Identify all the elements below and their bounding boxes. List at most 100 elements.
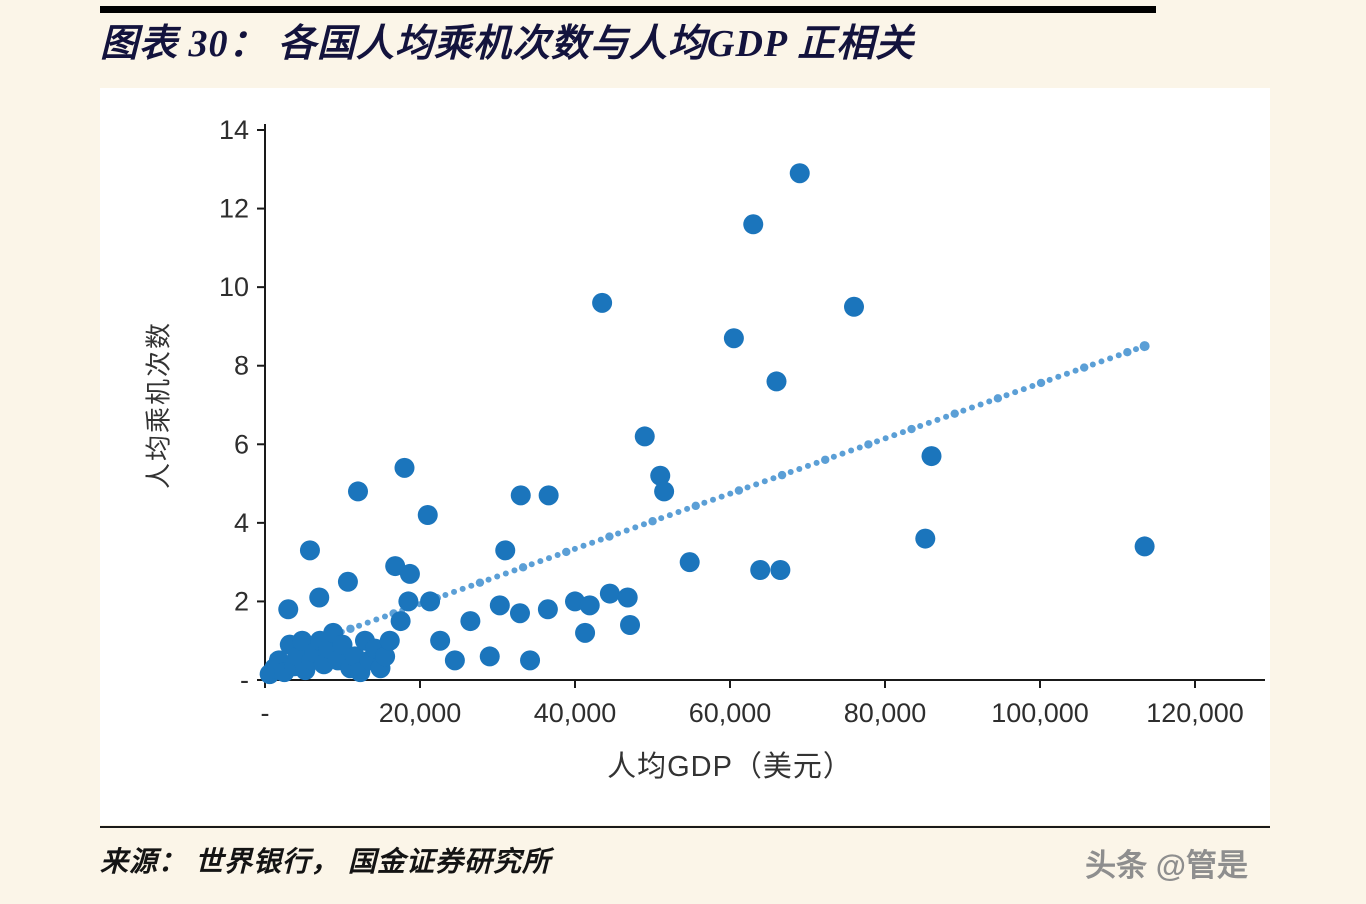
trendline-dot bbox=[1132, 346, 1139, 353]
scatter-point bbox=[579, 595, 600, 616]
trendline-dot bbox=[882, 435, 889, 442]
trendline-dot bbox=[734, 486, 744, 495]
scatter-point bbox=[921, 446, 942, 467]
scatter-point bbox=[385, 556, 406, 577]
trendline-dot bbox=[777, 470, 787, 480]
trendline-dot bbox=[675, 509, 682, 516]
trendline-dot bbox=[821, 455, 830, 464]
trendline-dot bbox=[864, 440, 873, 449]
trendline-dot bbox=[589, 539, 596, 546]
trendline-dot bbox=[640, 521, 647, 528]
y-tick-label: 4 bbox=[234, 508, 249, 538]
trendline-dot bbox=[1079, 363, 1089, 372]
trendline-dot bbox=[1107, 355, 1114, 362]
scatter-point bbox=[770, 560, 791, 580]
trendline-dot bbox=[475, 578, 485, 587]
x-tick-label: - bbox=[261, 698, 270, 728]
trendline-dot bbox=[615, 530, 622, 537]
scatter-point bbox=[1134, 536, 1155, 557]
scatter-point bbox=[430, 630, 451, 651]
trendline-dot bbox=[605, 532, 614, 541]
trendline-dot bbox=[753, 481, 760, 488]
x-tick-label: 60,000 bbox=[689, 698, 772, 728]
x-tick-label: 40,000 bbox=[534, 698, 617, 728]
trendline-dot bbox=[856, 444, 863, 451]
trendline-dot bbox=[1089, 361, 1096, 368]
scatter-point bbox=[538, 485, 559, 506]
trendline-dot bbox=[485, 576, 492, 583]
trendline-dot bbox=[1098, 358, 1105, 365]
scatter-point bbox=[278, 599, 299, 620]
trendline-dot bbox=[1029, 383, 1036, 390]
scatter-point bbox=[399, 563, 420, 584]
scatter-point bbox=[915, 528, 936, 549]
trendline-dot bbox=[346, 624, 355, 633]
trendline-dot bbox=[666, 512, 673, 519]
trendline-dot bbox=[648, 517, 657, 526]
scatter-point bbox=[489, 595, 510, 616]
scatter-point bbox=[420, 591, 441, 612]
trendline-dot bbox=[442, 591, 449, 598]
scatter-point bbox=[620, 615, 641, 635]
scatter-point bbox=[332, 634, 353, 655]
trendline-dot bbox=[1115, 352, 1122, 359]
trendline-dot bbox=[459, 585, 466, 592]
scatter-point bbox=[348, 481, 368, 502]
trendline-dot bbox=[874, 438, 881, 445]
trendline-dot bbox=[691, 501, 700, 511]
trendline-dot bbox=[1046, 376, 1053, 383]
x-axis-title: 人均GDP（美元） bbox=[607, 751, 853, 783]
y-tick-label: 14 bbox=[219, 115, 249, 145]
trendline-dot bbox=[1055, 373, 1062, 380]
scatter-point bbox=[592, 292, 613, 313]
scatter-point bbox=[390, 611, 411, 632]
trendline-dot bbox=[718, 493, 725, 500]
y-tick-label: 10 bbox=[219, 272, 249, 302]
trendline-dot bbox=[787, 469, 794, 476]
trendline-dot bbox=[943, 413, 950, 420]
scatter-point bbox=[789, 163, 810, 184]
trendline-dot bbox=[761, 478, 768, 485]
y-tick-label: 12 bbox=[219, 194, 249, 224]
trendline-dot bbox=[830, 453, 837, 460]
scatter-point bbox=[495, 540, 516, 561]
x-tick-label: 80,000 bbox=[844, 698, 927, 728]
scatter-point bbox=[379, 630, 400, 651]
trendline-dot bbox=[364, 619, 371, 626]
scatter-point bbox=[520, 650, 541, 671]
scatter-point bbox=[537, 599, 558, 620]
trendline-dot bbox=[518, 563, 528, 572]
scatter-point bbox=[337, 571, 358, 592]
trendline-dot bbox=[658, 515, 665, 522]
trendline-dot bbox=[770, 475, 777, 482]
trendline-dot bbox=[451, 588, 458, 595]
scatter-point bbox=[650, 465, 671, 486]
scatter-point bbox=[654, 481, 675, 502]
trendline-dot bbox=[494, 573, 501, 580]
trendline-dot bbox=[381, 613, 388, 620]
trendline-dot bbox=[701, 499, 708, 506]
scatter-point bbox=[510, 485, 531, 506]
scatter-point bbox=[309, 587, 330, 608]
trendline-dot bbox=[968, 404, 975, 411]
scatter-point bbox=[299, 540, 320, 561]
y-tick-label: 6 bbox=[234, 429, 249, 459]
trendline-dot bbox=[528, 561, 535, 568]
scatter-point bbox=[844, 296, 864, 317]
trendline-dot bbox=[468, 582, 475, 589]
trendline-dot bbox=[580, 542, 587, 549]
trendline-dot bbox=[373, 616, 380, 623]
trendline-dot bbox=[710, 496, 717, 503]
trendline-dot bbox=[950, 409, 959, 418]
scatter-point bbox=[292, 630, 313, 651]
trendline-dot bbox=[562, 547, 571, 557]
scatter-point bbox=[575, 622, 596, 643]
y-axis-title: 人均乘机次数 bbox=[143, 320, 174, 490]
trendline-dot bbox=[554, 552, 561, 559]
trendline-dot bbox=[744, 484, 751, 491]
trendline-dot bbox=[804, 462, 811, 469]
trendline-dot bbox=[1003, 392, 1010, 399]
trendline-dot bbox=[891, 432, 898, 439]
x-tick-label: 20,000 bbox=[379, 698, 462, 728]
scatter-point bbox=[479, 646, 500, 667]
